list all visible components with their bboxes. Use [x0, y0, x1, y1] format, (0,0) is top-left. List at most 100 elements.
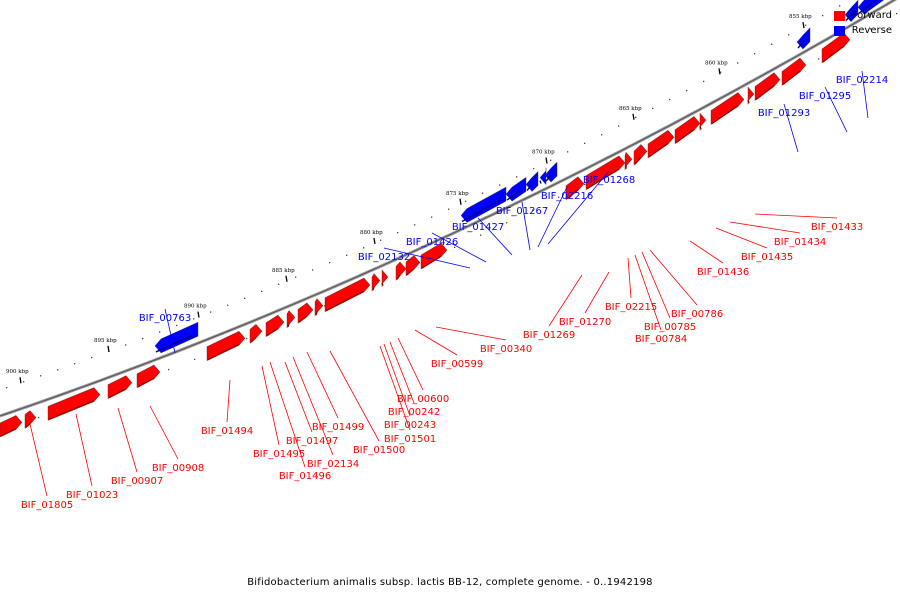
forward-gene-label-leader [641, 251, 671, 319]
scale-dot [532, 209, 534, 211]
scale-dot [805, 24, 807, 26]
forward-gene-label: BIF_01270 [559, 317, 611, 328]
reverse-gene-shade [858, 0, 878, 14]
scale-dot [754, 53, 756, 55]
reverse-gene-label: BIF_01295 [799, 91, 851, 102]
scale-dot [414, 224, 416, 226]
forward-gene-shade [711, 104, 739, 125]
scale-dot [558, 196, 560, 198]
forward-gene-label-leader [269, 361, 306, 468]
scale-dot [771, 43, 773, 45]
forward-gene-label: BIF_00243 [384, 420, 436, 431]
forward-gene-label: BIF_00599 [431, 359, 483, 370]
forward-gene [821, 32, 851, 64]
scale-dot [261, 290, 263, 293]
forward-gene-shade [315, 311, 318, 316]
forward-gene [674, 116, 701, 145]
forward-gene-label-leader [306, 351, 339, 419]
scale-dot [454, 246, 456, 249]
scale-dot [38, 416, 40, 419]
scale-dot [652, 107, 654, 110]
scale-dot [669, 98, 671, 101]
tick-mark [285, 275, 288, 282]
scale-dot [57, 369, 59, 371]
forward-gene-label: BIF_01434 [774, 237, 826, 248]
forward-gene-shade [137, 377, 155, 388]
reverse-swatch [833, 25, 845, 36]
forward-gene-label: BIF_01501 [384, 434, 436, 445]
scale-dot [618, 125, 620, 127]
scale-dot [227, 304, 229, 306]
tick-label: 885 kbp [272, 268, 295, 274]
scale-dot [397, 231, 399, 234]
forward-gene-label-leader [689, 240, 724, 264]
forward-gene [136, 364, 161, 389]
reverse-gene-shade [845, 12, 853, 22]
forward-gene-label-leader [329, 350, 380, 442]
forward-gene-label-leader [414, 329, 458, 356]
forward-gene-shade [372, 286, 375, 291]
reverse-gene [844, 0, 859, 23]
scale-dot [482, 192, 484, 194]
forward-gene [710, 92, 745, 125]
forward-gene-label: BIF_02215 [605, 302, 657, 313]
forward-gene [107, 375, 133, 399]
tick-mark [802, 21, 805, 29]
forward-gene-label-leader [627, 257, 632, 299]
forward-gene-label-leader [117, 407, 138, 473]
reverse-gene-shade [506, 189, 521, 201]
forward-gene [420, 242, 448, 270]
scale-dot [246, 337, 248, 340]
forward-gene [47, 387, 101, 421]
scale-dot [635, 116, 637, 118]
forward-gene-label: BIF_01023 [66, 490, 118, 501]
reverse-gene-label: BIF_01268 [583, 175, 635, 186]
scale-dot [193, 318, 195, 320]
forward-gene-shade [755, 85, 775, 101]
scale-dot [567, 151, 569, 153]
forward-gene-label: BIF_01433 [811, 222, 863, 233]
scale-dot [312, 269, 314, 271]
forward-gene-label: BIF_00340 [480, 344, 532, 355]
forward-gene-shade [406, 267, 415, 276]
forward-gene-label: BIF_01805 [21, 500, 73, 511]
forward-gene-shade [566, 189, 579, 200]
scale-dot [839, 5, 841, 7]
scale-dot [465, 200, 467, 202]
reverse-gene-label: BIF_00763 [139, 313, 191, 324]
reverse-gene [154, 321, 199, 354]
scale-dot [363, 247, 365, 249]
backbone-core [0, 0, 896, 417]
forward-gene-shade [675, 128, 695, 144]
scale-dot [584, 183, 586, 185]
forward-gene [206, 331, 246, 361]
forward-gene [781, 57, 807, 86]
reverse-gene-label-leader [824, 86, 848, 133]
forward-gene [624, 151, 633, 170]
forward-gene-label-leader [397, 337, 424, 391]
tick-label: 865 kbp [619, 106, 642, 112]
scale-dot [6, 386, 8, 389]
tick-mark [19, 377, 22, 384]
forward-gene [324, 277, 371, 313]
reverse-gene-shade [545, 174, 552, 182]
forward-gene-label-leader [284, 361, 313, 433]
forward-gene-label: BIF_01497 [286, 436, 338, 447]
reverse-gene-label-leader [431, 232, 487, 263]
forward-gene [0, 415, 23, 438]
forward-gene-shade [822, 45, 845, 63]
forward-gene-label-leader [634, 254, 662, 331]
scale-dot [176, 324, 178, 327]
scale-dot [601, 134, 603, 136]
reverse-gene-shade [461, 199, 501, 223]
tick-mark [373, 237, 376, 245]
legend-forward: Forward [833, 8, 892, 23]
forward-gene-label: BIF_00786 [671, 309, 723, 320]
scale-dot [210, 311, 212, 313]
forward-gene [395, 261, 407, 281]
tick-label: 880 kbp [360, 230, 383, 236]
scale-dot [533, 168, 535, 170]
reverse-gene [505, 177, 527, 202]
tick-mark [632, 113, 635, 120]
forward-gene-label-leader [75, 413, 93, 487]
